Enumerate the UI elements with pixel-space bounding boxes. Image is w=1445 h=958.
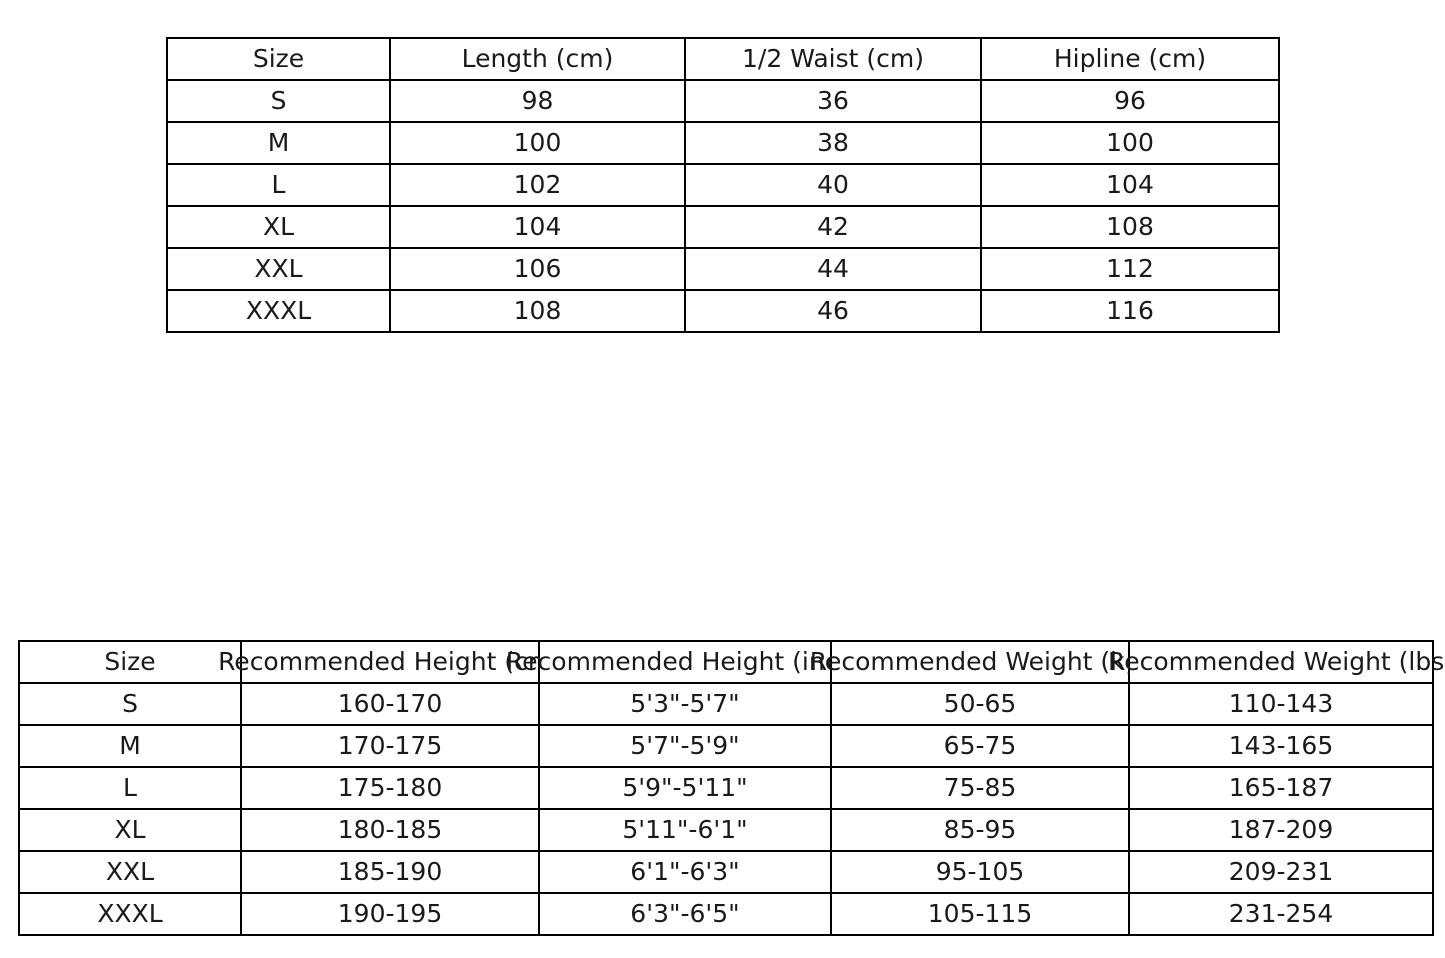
column-header-size: Size bbox=[166, 37, 391, 81]
cell-height-cm: 170-175 bbox=[240, 724, 540, 768]
table-row: L 102 40 104 bbox=[166, 163, 1280, 207]
cell-size: M bbox=[166, 121, 391, 165]
cell-weight-lb: 231-254 bbox=[1128, 892, 1434, 936]
cell-length: 108 bbox=[389, 289, 686, 333]
cell-weight-kg: 105-115 bbox=[830, 892, 1130, 936]
table-row: XXL 106 44 112 bbox=[166, 247, 1280, 291]
table-row: S 98 36 96 bbox=[166, 79, 1280, 123]
cell-half-waist: 42 bbox=[684, 205, 982, 249]
cell-weight-kg: 75-85 bbox=[830, 766, 1130, 810]
cell-weight-kg: 95-105 bbox=[830, 850, 1130, 894]
column-header-recommended-weight-lbs-label: Recommended Weight (lbs) bbox=[1107, 647, 1445, 676]
cell-hipline: 96 bbox=[980, 79, 1280, 123]
cell-half-waist: 46 bbox=[684, 289, 982, 333]
cell-size: S bbox=[18, 682, 242, 726]
cell-half-waist: 38 bbox=[684, 121, 982, 165]
table-header-row: Size Recommended Height (cm) Recommended… bbox=[18, 640, 1445, 684]
cell-size: XL bbox=[18, 808, 242, 852]
cell-hipline: 108 bbox=[980, 205, 1280, 249]
cell-size: M bbox=[18, 724, 242, 768]
table-row: XXXL 108 46 116 bbox=[166, 289, 1280, 333]
cell-height-in: 5'11"-6'1" bbox=[538, 808, 832, 852]
column-header-size-label: Size bbox=[104, 647, 156, 676]
cell-half-waist: 36 bbox=[684, 79, 982, 123]
cell-size: L bbox=[166, 163, 391, 207]
cell-size: XXL bbox=[166, 247, 391, 291]
table-row: S 160-170 5'3"-5'7" 50-65 110-143 bbox=[18, 682, 1434, 726]
cell-weight-lb: 143-165 bbox=[1128, 724, 1434, 768]
cell-hipline: 104 bbox=[980, 163, 1280, 207]
cell-hipline: 112 bbox=[980, 247, 1280, 291]
cell-height-cm: 185-190 bbox=[240, 850, 540, 894]
cell-weight-lb: 209-231 bbox=[1128, 850, 1434, 894]
cell-size: XXL bbox=[18, 850, 242, 894]
cell-size: XL bbox=[166, 205, 391, 249]
cell-length: 104 bbox=[389, 205, 686, 249]
column-header-recommended-height-inch: Recommended Height (inch) bbox=[506, 640, 864, 684]
cell-size: L bbox=[18, 766, 242, 810]
column-header-recommended-height-cm-label: Recommended Height (cm) bbox=[218, 647, 562, 676]
cell-height-in: 6'1"-6'3" bbox=[538, 850, 832, 894]
cell-height-cm: 175-180 bbox=[240, 766, 540, 810]
cell-weight-lb: 187-209 bbox=[1128, 808, 1434, 852]
cell-size: XXXL bbox=[18, 892, 242, 936]
recommended-fit-table: Size Recommended Height (cm) Recommended… bbox=[18, 640, 1445, 936]
column-header-recommended-height-inch-label: Recommended Height (inch) bbox=[505, 647, 865, 676]
cell-half-waist: 44 bbox=[684, 247, 982, 291]
cell-height-in: 6'3"-6'5" bbox=[538, 892, 832, 936]
cell-weight-lb: 110-143 bbox=[1128, 682, 1434, 726]
cell-height-in: 5'9"-5'11" bbox=[538, 766, 832, 810]
table-row: XL 180-185 5'11"-6'1" 85-95 187-209 bbox=[18, 808, 1434, 852]
cell-height-in: 5'3"-5'7" bbox=[538, 682, 832, 726]
cell-hipline: 100 bbox=[980, 121, 1280, 165]
column-header-recommended-weight-kg-label: Recommended Weight (kg) bbox=[809, 647, 1151, 676]
cell-weight-kg: 85-95 bbox=[830, 808, 1130, 852]
table-row: XL 104 42 108 bbox=[166, 205, 1280, 249]
column-header-half-waist: 1/2 Waist (cm) bbox=[684, 37, 982, 81]
cell-height-in: 5'7"-5'9" bbox=[538, 724, 832, 768]
column-header-size: Size bbox=[18, 640, 242, 684]
column-header-recommended-height-cm: Recommended Height (cm) bbox=[218, 640, 562, 684]
cell-size: XXXL bbox=[166, 289, 391, 333]
cell-length: 100 bbox=[389, 121, 686, 165]
garment-measurements-table: Size Length (cm) 1/2 Waist (cm) Hipline … bbox=[166, 37, 1280, 333]
table-header-row: Size Length (cm) 1/2 Waist (cm) Hipline … bbox=[166, 37, 1280, 81]
cell-height-cm: 160-170 bbox=[240, 682, 540, 726]
cell-height-cm: 190-195 bbox=[240, 892, 540, 936]
table-row: M 170-175 5'7"-5'9" 65-75 143-165 bbox=[18, 724, 1434, 768]
cell-weight-kg: 50-65 bbox=[830, 682, 1130, 726]
table-row: XXL 185-190 6'1"-6'3" 95-105 209-231 bbox=[18, 850, 1434, 894]
cell-hipline: 116 bbox=[980, 289, 1280, 333]
cell-length: 102 bbox=[389, 163, 686, 207]
cell-height-cm: 180-185 bbox=[240, 808, 540, 852]
table-row: L 175-180 5'9"-5'11" 75-85 165-187 bbox=[18, 766, 1434, 810]
column-header-recommended-weight-kg: Recommended Weight (kg) bbox=[810, 640, 1150, 684]
cell-weight-kg: 65-75 bbox=[830, 724, 1130, 768]
cell-half-waist: 40 bbox=[684, 163, 982, 207]
cell-weight-lb: 165-187 bbox=[1128, 766, 1434, 810]
column-header-length: Length (cm) bbox=[389, 37, 686, 81]
table-row: XXXL 190-195 6'3"-6'5" 105-115 231-254 bbox=[18, 892, 1434, 936]
cell-size: S bbox=[166, 79, 391, 123]
table-row: M 100 38 100 bbox=[166, 121, 1280, 165]
cell-length: 106 bbox=[389, 247, 686, 291]
column-header-hipline: Hipline (cm) bbox=[980, 37, 1280, 81]
cell-length: 98 bbox=[389, 79, 686, 123]
column-header-recommended-weight-lbs: Recommended Weight (lbs) bbox=[1108, 640, 1445, 684]
